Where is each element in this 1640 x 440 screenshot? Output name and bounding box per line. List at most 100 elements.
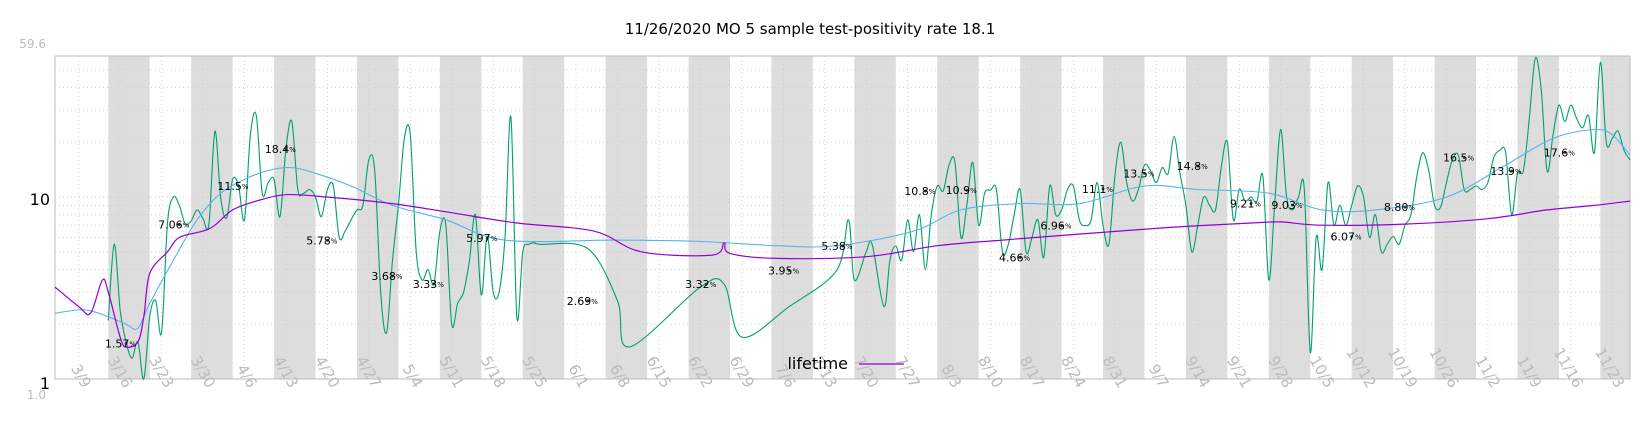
annotation-label-16: 11.1% (1082, 183, 1114, 196)
shade-band-12 (1103, 56, 1145, 379)
annotation-point-19 (1249, 202, 1253, 205)
annotation-label-3: 18.4% (265, 143, 297, 156)
shade-band-16 (1434, 56, 1477, 379)
annotation-label-18: 14.8% (1177, 160, 1209, 173)
annotation-point-6 (432, 282, 436, 286)
annotation-point-17 (1143, 171, 1146, 175)
annotation-point-16 (1101, 187, 1105, 191)
legend: lifetime (787, 354, 904, 373)
shade-band-2 (274, 56, 316, 379)
annotation-point-8 (586, 299, 590, 303)
shade-band-9 (854, 56, 896, 379)
annotation-label-17: 13.5% (1123, 167, 1155, 180)
annotation-label-0: 1.57% (105, 337, 137, 350)
x-tick-label: 5/18 (477, 353, 509, 391)
annotation-label-21: 6.07% (1331, 231, 1363, 244)
annotation-point-5 (391, 274, 394, 278)
x-tick-label: 10/5 (1306, 353, 1338, 391)
shade-band-5 (522, 56, 565, 379)
x-tick-label: 7/27 (891, 353, 923, 391)
y-tick-top: 59.6 (19, 37, 46, 51)
annotation-label-12: 10.8% (904, 185, 936, 198)
annotation-label-1: 7.06% (158, 219, 190, 232)
annotation-label-10: 3.95% (768, 264, 800, 277)
annotation-point-3 (284, 147, 288, 151)
shade-band-10 (937, 56, 979, 379)
annotation-label-5: 3.68% (371, 270, 403, 283)
annotation-point-2 (237, 184, 240, 188)
annotation-point-22 (1403, 205, 1407, 209)
shade-band-6 (605, 56, 648, 379)
shade-band-8 (771, 56, 813, 379)
annotation-point-4 (325, 238, 329, 242)
annotation-label-14: 4.66% (999, 251, 1031, 264)
annotation-label-24: 13.9% (1490, 165, 1522, 178)
x-tick-label: 8/24 (1057, 353, 1089, 391)
x-tick-label: 5/4 (399, 361, 427, 391)
x-tick-label: 6/29 (726, 353, 758, 391)
shade-band-17 (1517, 56, 1559, 379)
series-line-daily (107, 56, 1631, 380)
shade-band-13 (1185, 56, 1228, 379)
x-tick-label: 9/7 (1145, 361, 1173, 391)
y-tick-bottom: 1.0 (27, 388, 46, 402)
annotation-point-0 (124, 341, 128, 345)
annotation-point-7 (485, 236, 489, 240)
annotation-point-25 (1563, 150, 1567, 154)
annotation-point-13 (965, 188, 969, 192)
shade-band-4 (439, 56, 482, 379)
annotation-point-11 (841, 244, 844, 248)
annotation-point-9 (704, 282, 708, 286)
y-tick-1: 1 (40, 374, 50, 393)
annotation-label-4: 5.78% (306, 234, 338, 247)
annotation-label-6: 3.33% (413, 278, 445, 291)
x-tick-label: 4/20 (311, 353, 343, 391)
annotation-label-11: 5.38% (821, 240, 853, 253)
annotation-point-12 (923, 189, 927, 193)
y-tick-10: 10 (30, 190, 50, 209)
x-tick-label: 9/21 (1223, 353, 1255, 391)
shade-band-0 (108, 56, 150, 379)
annotation-point-23 (1462, 156, 1466, 159)
annotation-point-24 (1510, 169, 1513, 173)
annotation-point-10 (787, 269, 791, 272)
x-tick-label: 6/1 (565, 361, 593, 391)
shade-band-18 (1600, 56, 1630, 379)
annotation-label-20: 9.03% (1271, 199, 1303, 212)
chart-title: 11/26/2020 MO 5 sample test-positivity r… (625, 20, 996, 38)
series-line-smooth (54, 128, 1631, 330)
plot-border (54, 55, 1631, 380)
annotation-label-25: 17.6% (1544, 146, 1576, 159)
annotation-point-21 (1350, 235, 1354, 238)
x-tick-label: 8/10 (974, 353, 1006, 391)
shade-band-7 (688, 56, 730, 379)
annotation-label-22: 8.80% (1384, 201, 1416, 214)
x-tick-label: 6/15 (643, 353, 675, 391)
annotation-label-19: 9.21% (1230, 198, 1262, 211)
annotation-point-14 (1018, 255, 1022, 259)
series-line-lifetime (54, 193, 1631, 348)
x-tick-label: 3/23 (145, 353, 177, 391)
legend-label-lifetime: lifetime (787, 354, 848, 373)
annotation-label-15: 6.96% (1040, 220, 1072, 233)
series (54, 56, 1631, 380)
annotation-point-1 (177, 223, 181, 226)
x-tick-label: 3/9 (67, 361, 95, 391)
annotation-label-7: 5.97% (466, 232, 497, 245)
annotation-label-23: 16.5% (1443, 151, 1475, 164)
shade-band-15 (1351, 56, 1394, 379)
annotation-label-9: 3.32% (685, 278, 717, 291)
x-tick-label: 4/6 (233, 361, 261, 391)
annotation-point-18 (1196, 164, 1200, 168)
annotation-label-8: 2.69% (567, 295, 599, 308)
shade-band-11 (1020, 56, 1062, 379)
annotation-point-15 (1060, 224, 1063, 228)
weekend-shading (108, 56, 1630, 379)
annotation-label-13: 10.9% (946, 184, 978, 197)
annotations: 1.57% 7.06% 11.5% 18.4% 5.78% 3.68% 3.33% 5.97%… (105, 143, 1575, 350)
shade-band-14 (1268, 56, 1311, 379)
annotation-label-2: 11.5% (217, 180, 248, 193)
x-tick-label: 11/2 (1472, 353, 1504, 391)
annotation-point-20 (1291, 203, 1294, 207)
